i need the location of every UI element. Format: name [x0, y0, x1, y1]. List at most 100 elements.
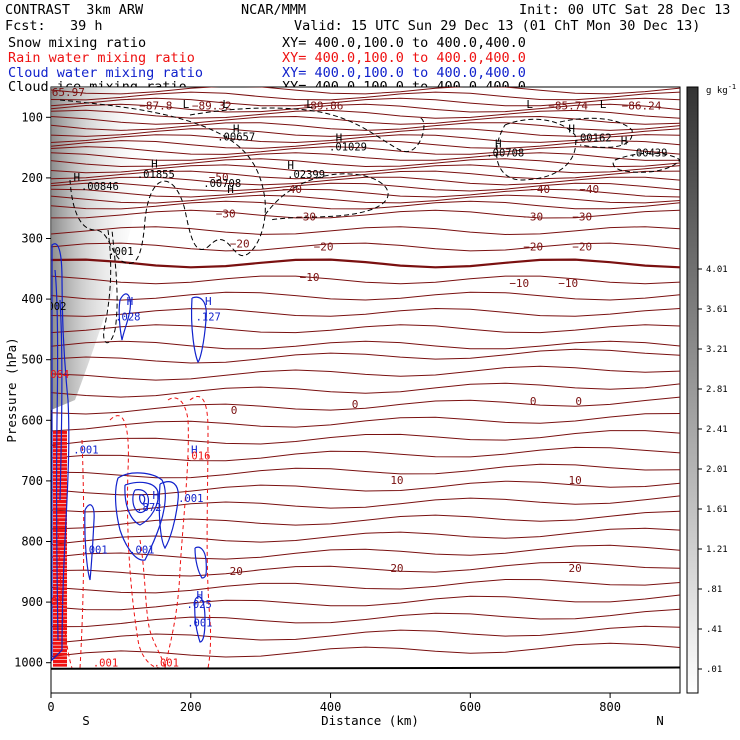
- extremum-marker: L: [600, 98, 607, 111]
- temperature-contour: [51, 194, 680, 204]
- rain-core-bar: [53, 503, 67, 507]
- snow-contour: [496, 118, 577, 181]
- temperature-label: −10: [558, 277, 578, 290]
- cloud-water-label: .001: [82, 545, 107, 557]
- rain-core-bar: [53, 434, 67, 438]
- snow-contour: [264, 173, 389, 221]
- temperature-contour: [51, 170, 680, 180]
- cloud-water-contour: [158, 481, 179, 550]
- temperature-contour: [51, 365, 680, 381]
- temperature-contour: [51, 140, 680, 149]
- extremum-marker: L: [222, 98, 229, 111]
- colorbar-tick-label: 1.61: [706, 505, 728, 515]
- snow-contour: [189, 107, 425, 153]
- rain-core-bar: [53, 460, 67, 464]
- rain-contour: [164, 397, 189, 669]
- temperature-contour: [51, 348, 680, 364]
- y-tick-label: 300: [21, 232, 43, 246]
- rain-core-bar: [53, 663, 67, 667]
- temperature-contour: [51, 463, 680, 479]
- temperature-label: 10: [390, 474, 403, 487]
- temperature-label: −40: [530, 183, 550, 196]
- temperature-label: −10: [509, 277, 529, 290]
- cloud-water-contour: [124, 481, 159, 526]
- cloud-water-contour: [59, 299, 63, 501]
- temperature-label: 0: [530, 395, 537, 408]
- temperature-contour: [51, 608, 680, 628]
- rain-core-bar: [53, 550, 67, 554]
- temperature-contour: [51, 164, 680, 174]
- temperature-label: −40: [282, 183, 302, 196]
- temperature-contour: [51, 340, 680, 350]
- cloud-water-contour: [194, 546, 207, 579]
- temperature-label: −87.8: [139, 99, 172, 112]
- extremum-marker: H: [197, 589, 204, 602]
- temperature-contour: [51, 103, 680, 113]
- colorbar-unit: g kg-1: [706, 83, 736, 96]
- cloud-water-label: .025: [187, 599, 212, 611]
- temperature-contour: [51, 544, 680, 560]
- temperature-label: 20: [569, 562, 582, 575]
- temperature-contour: [51, 594, 680, 611]
- temperature-contour: [51, 396, 680, 415]
- cloud-water-label: .001: [187, 617, 212, 629]
- surface-line: [51, 666, 680, 670]
- field-snow-name: Snow mixing ratio: [8, 35, 147, 51]
- cloud-water-label: .001: [178, 493, 203, 505]
- rain-core-bar: [53, 452, 67, 456]
- snow-contour: [559, 117, 633, 148]
- y-tick-label: 500: [21, 353, 43, 367]
- cloud-water-contour: [84, 504, 95, 581]
- rain-contour: [139, 539, 166, 669]
- temperature-contour: [51, 97, 680, 107]
- temperature-label: 0: [231, 404, 238, 417]
- temperature-contour: [51, 307, 680, 317]
- snow-label: .00708: [486, 148, 524, 160]
- rain-contour: [57, 519, 73, 669]
- rain-contours: [57, 396, 212, 669]
- rain-core-bar: [53, 630, 67, 634]
- x-tick-label: 800: [599, 700, 621, 714]
- colorbar-tick-label: 3.61: [706, 305, 728, 315]
- temperature-contour: [51, 87, 680, 95]
- extremum-marker: L: [183, 98, 190, 111]
- temperature-label: 0: [575, 395, 582, 408]
- rain-core-bar: [53, 579, 67, 583]
- rain-label: .001: [93, 657, 118, 669]
- rain-core-bar: [53, 529, 67, 533]
- temperature-contour: [51, 258, 680, 269]
- extremum-marker: H: [153, 489, 160, 502]
- direction-south: S: [82, 713, 90, 728]
- rain-label: .064: [44, 369, 69, 381]
- rain-core-bar: [53, 521, 67, 525]
- temperature-label: −40: [579, 183, 599, 196]
- temperature-contour: [51, 480, 680, 496]
- rain-core-bar: [53, 463, 67, 467]
- extremum-marker: H: [621, 135, 628, 148]
- snow-label: .002: [41, 301, 66, 313]
- cloud-water-label: .127: [196, 311, 221, 323]
- snow-contour: [612, 152, 680, 173]
- temperature-contour: [51, 446, 680, 462]
- rain-label: .016: [185, 451, 210, 463]
- rain-core-bar: [53, 645, 67, 649]
- temperature-contour: [51, 182, 680, 192]
- field-snow-xy: XY= 400.0,100.0 to 400.0,400.0: [282, 35, 526, 51]
- extremum-marker: H: [127, 295, 134, 308]
- snow-shading: [51, 87, 150, 410]
- snow-label: .00439: [630, 148, 668, 160]
- rain-core-bar: [53, 634, 67, 638]
- rain-core-bar: [53, 641, 67, 645]
- temperature-contour: [51, 122, 680, 131]
- rain-core-bar: [53, 587, 67, 591]
- temperature-contour: [51, 152, 680, 161]
- snow-contour: [59, 99, 266, 265]
- forecast-hour: Fcst: 39 h: [5, 18, 103, 34]
- extremum-marker: H: [287, 159, 294, 172]
- rain-core-bar: [53, 619, 67, 623]
- y-tick-label: 700: [21, 474, 43, 488]
- rain-label: .001: [154, 657, 179, 669]
- rain-core-bar: [53, 518, 67, 522]
- cloud-water-contour: [190, 296, 207, 364]
- rain-core-bar: [53, 572, 67, 576]
